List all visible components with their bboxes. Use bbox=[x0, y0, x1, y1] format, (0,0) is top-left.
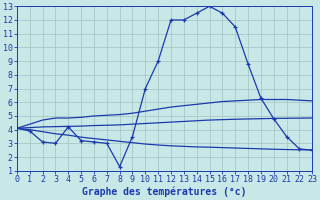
X-axis label: Graphe des températures (°c): Graphe des températures (°c) bbox=[82, 187, 247, 197]
